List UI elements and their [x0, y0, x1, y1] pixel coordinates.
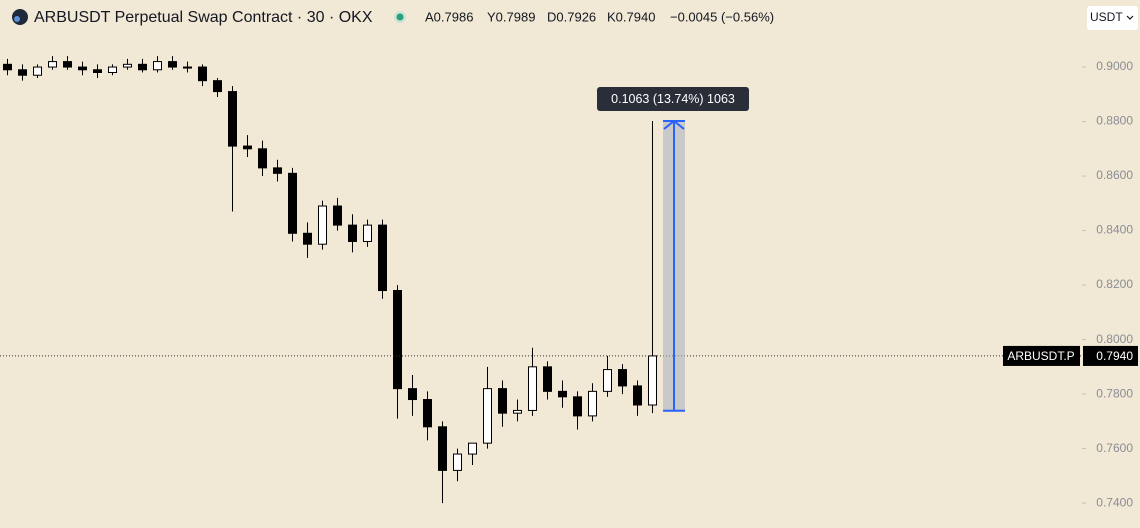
exchange-logo [12, 9, 28, 25]
candle-body [243, 145, 252, 150]
candle-body [378, 224, 387, 292]
candle-body [198, 66, 207, 82]
candle-body [63, 61, 72, 68]
candle-body [348, 224, 357, 242]
candle-body [93, 69, 102, 73]
y-tick-label: 0.7600 [1096, 441, 1133, 455]
candle-body [168, 61, 177, 68]
change-label: −0.0045 (−0.56%) [670, 9, 774, 24]
candle-body [573, 396, 582, 417]
currency-label[interactable]: USDT [1090, 10, 1123, 24]
candle-body [333, 205, 342, 226]
y-tick-label: 0.8400 [1096, 223, 1133, 237]
y-tick-label: 0.8600 [1096, 168, 1133, 182]
candle-body [438, 426, 447, 471]
dropdown-caret [1126, 15, 1134, 20]
candle-body [633, 385, 642, 406]
candle-body [513, 409, 522, 414]
candle-body [123, 63, 132, 68]
price-tag-label: 0.7940 [1096, 349, 1133, 363]
candle-body [618, 369, 627, 387]
candle-body [588, 390, 597, 417]
ohlc-low: D0.7926 [547, 9, 596, 24]
status-dot [396, 13, 404, 21]
candle-body [228, 91, 237, 147]
candle-body [258, 148, 267, 169]
y-tick-label: 0.7800 [1096, 386, 1133, 400]
measure-arrowhead [663, 119, 685, 130]
candle-body [18, 69, 27, 76]
candle-body [603, 369, 612, 392]
candle-body [528, 366, 537, 411]
candle-body [108, 66, 117, 73]
candle-body [468, 442, 477, 455]
candle-body [48, 61, 57, 68]
candle-body [408, 388, 417, 401]
ohlc-close: K0.7940 [607, 9, 655, 24]
exchange-logo-dot [14, 16, 20, 22]
candle-body [393, 290, 402, 390]
price-tag [1083, 345, 1138, 366]
candle-body [303, 232, 312, 245]
y-tick-label: 0.8200 [1096, 277, 1133, 291]
ohlc-open: A0.7986 [425, 9, 473, 24]
candle-body [153, 61, 162, 71]
measure-tooltip [597, 87, 749, 112]
candle-body [648, 355, 657, 406]
candle-body [183, 66, 192, 69]
candle-body [3, 63, 12, 71]
candle-body [543, 366, 552, 392]
candle-body [363, 224, 372, 242]
candle-body [423, 399, 432, 428]
y-tick-label: 0.9000 [1096, 59, 1133, 73]
ohlc-high: Y0.7989 [487, 9, 535, 24]
candle-body [273, 167, 282, 174]
y-tick-label: 0.8000 [1096, 332, 1133, 346]
candle-body [78, 66, 87, 71]
candle-body [213, 80, 222, 93]
candle-body [558, 390, 567, 398]
chart-title: ARBUSDT Perpetual Swap Contract · 30 · O… [34, 9, 373, 26]
measure-tooltip-label: 0.1063 (13.74%) 1063 [611, 92, 735, 106]
candle-body [498, 388, 507, 414]
candle-body [453, 453, 462, 471]
symbol-label: ARBUSDT.P [1007, 349, 1074, 363]
candle-body [483, 388, 492, 444]
y-tick-label: 0.7400 [1096, 495, 1133, 509]
candle-body [288, 172, 297, 234]
currency-dropdown[interactable] [1087, 6, 1138, 30]
y-tick-label: 0.8800 [1096, 114, 1133, 128]
candle-body [33, 66, 42, 76]
candle-body [138, 63, 147, 71]
symbol-tag [1003, 345, 1080, 366]
candle-body [318, 205, 327, 245]
